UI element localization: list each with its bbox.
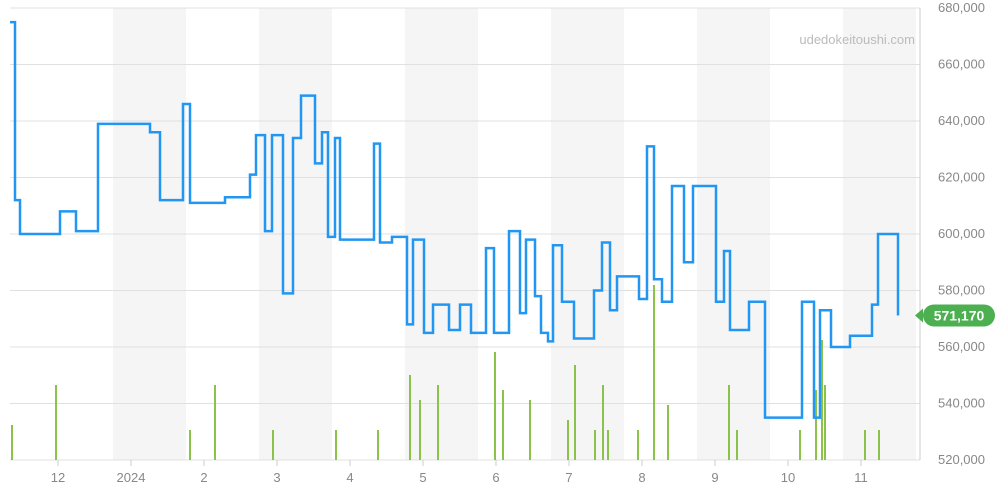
y-tick-label: 540,000 <box>938 396 985 411</box>
y-tick-label: 680,000 <box>938 0 985 15</box>
price-badge-value: 571,170 <box>934 307 985 323</box>
y-tick-label: 660,000 <box>938 57 985 72</box>
x-tick-label: 10 <box>781 470 795 485</box>
chart-svg: 520,000 540,000 560,000 580,000 600,000 620,0… <box>0 0 1000 500</box>
x-tick-label: 2 <box>200 470 207 485</box>
x-tick-label: 12 <box>51 470 65 485</box>
price-badge-pointer <box>915 308 923 322</box>
y-tick-label: 620,000 <box>938 170 985 185</box>
y-tick-label: 580,000 <box>938 283 985 298</box>
x-tick-label: 7 <box>565 470 572 485</box>
x-tick-label: 3 <box>273 470 280 485</box>
y-tick-label: 560,000 <box>938 339 985 354</box>
y-tick-label: 640,000 <box>938 113 985 128</box>
y-tick-label: 520,000 <box>938 452 985 467</box>
x-tick-label: 4 <box>346 470 353 485</box>
price-chart: 520,000 540,000 560,000 580,000 600,000 620,0… <box>0 0 1000 500</box>
x-tick-label: 2024 <box>117 470 146 485</box>
x-tick-label: 9 <box>711 470 718 485</box>
watermark: udedokeitoushi.com <box>799 32 915 47</box>
y-tick-label: 600,000 <box>938 226 985 241</box>
x-tick-label: 5 <box>419 470 426 485</box>
x-tick-label: 6 <box>492 470 499 485</box>
x-tick-label: 11 <box>854 470 868 485</box>
x-tick-label: 8 <box>638 470 645 485</box>
